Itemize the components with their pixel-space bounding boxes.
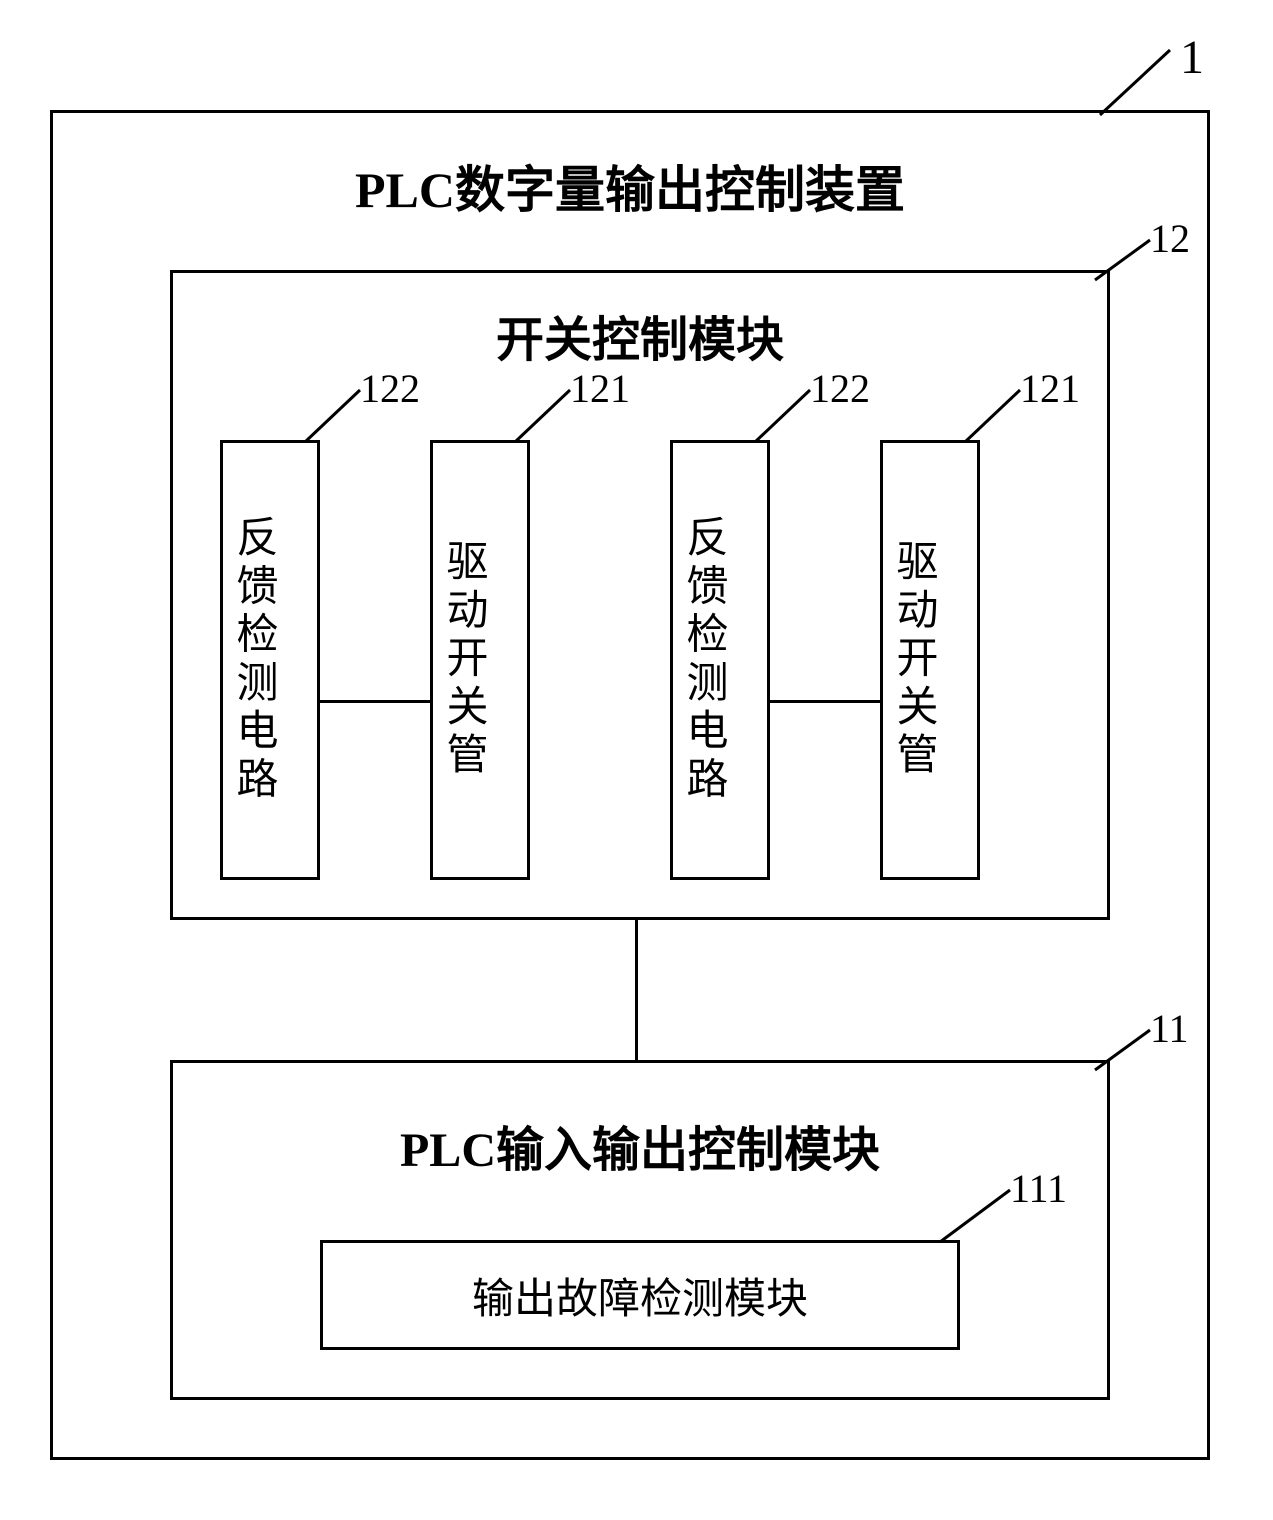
ref-fault-detect: 111 — [1010, 1165, 1067, 1212]
feedback-circuit-label-2: 反馈检测电路 — [673, 443, 734, 877]
drive-switch-box-2: 驱动开关管 — [880, 440, 980, 880]
leader-1 — [1040, 40, 1240, 130]
inner-connector-1 — [320, 700, 430, 703]
ref-121b: 121 — [1020, 365, 1080, 412]
feedback-circuit-box-2: 反馈检测电路 — [670, 440, 770, 880]
feedback-circuit-label-1: 反馈检测电路 — [223, 443, 284, 877]
outer-title: PLC数字量输出控制装置 — [50, 150, 1210, 222]
ref-122b: 122 — [810, 365, 870, 412]
fault-detect-label: 输出故障检测模块 — [323, 1243, 957, 1347]
drive-switch-box-1: 驱动开关管 — [430, 440, 530, 880]
ref-switch-module: 12 — [1150, 215, 1190, 262]
inner-connector-2 — [770, 700, 880, 703]
io-module-title: PLC输入输出控制模块 — [170, 1110, 1110, 1180]
diagram-canvas: 1 PLC数字量输出控制装置 12 开关控制模块 反馈检测电路 122 驱动开关… — [40, 40, 1233, 1480]
feedback-circuit-box-1: 反馈检测电路 — [220, 440, 320, 880]
ref-outer: 1 — [1180, 30, 1204, 85]
ref-122a: 122 — [360, 365, 420, 412]
drive-switch-label-2: 驱动开关管 — [883, 443, 944, 877]
module-connector — [635, 920, 638, 1060]
switch-module-title: 开关控制模块 — [170, 300, 1110, 370]
drive-switch-label-1: 驱动开关管 — [433, 443, 494, 877]
fault-detect-box: 输出故障检测模块 — [320, 1240, 960, 1350]
ref-io-module: 11 — [1150, 1005, 1189, 1052]
ref-121a: 121 — [570, 365, 630, 412]
